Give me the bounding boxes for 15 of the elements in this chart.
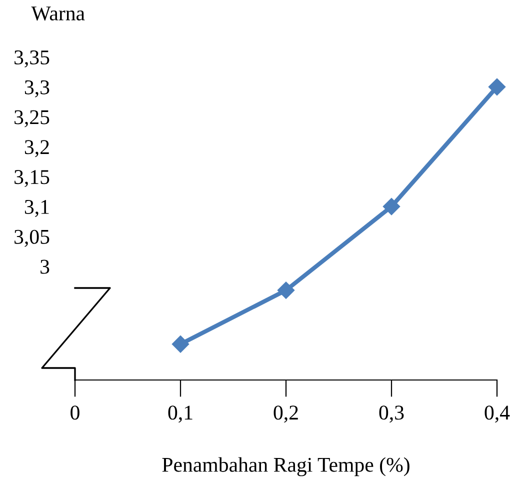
x-tick-label: 0,2: [274, 406, 298, 423]
y-tick-label: 3,1: [24, 200, 49, 217]
y-tick-label: 3: [40, 260, 50, 274]
x-tick-label: 0,4: [484, 406, 510, 423]
y-axis-title: Warna: [31, 6, 85, 21]
y-tick-label: 3,15: [14, 170, 50, 188]
y-tick-label: 3,35: [14, 50, 50, 68]
x-tick-label: 0,3: [379, 406, 404, 423]
y-tick-label: 3,3: [24, 80, 50, 98]
y-tick-label: 3,05: [14, 230, 50, 247]
y-tick-label: 3,2: [24, 140, 49, 158]
x-tick-label: 0: [70, 406, 80, 420]
y-tick-label: 3,25: [14, 110, 50, 128]
x-tick-label: 0,1: [168, 406, 192, 423]
x-axis-title: Penambahan Ragi Tempe (%): [162, 457, 410, 476]
